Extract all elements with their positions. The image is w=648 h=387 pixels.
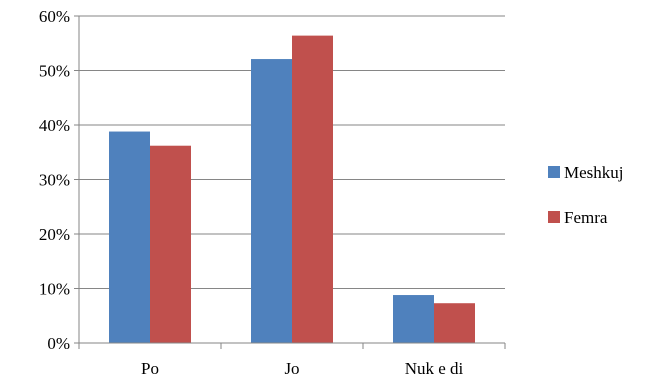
x-axis-tick-labels: Po Jo Nuk e di — [141, 359, 464, 378]
legend-swatch-meshkuj — [548, 166, 560, 178]
y-tick-label: 60% — [39, 7, 70, 26]
y-tick-label: 10% — [39, 280, 70, 299]
bar-femra-jo — [292, 35, 333, 344]
y-tick-label: 40% — [39, 116, 70, 135]
y-tick-label: 0% — [47, 334, 70, 353]
bar-femra-po — [150, 145, 191, 343]
bar-meshkuj-nuk-e-di — [393, 295, 434, 343]
legend: Meshkuj Femra — [548, 163, 624, 227]
bar-femra-nuk-e-di — [434, 303, 475, 343]
x-tick-label: Nuk e di — [405, 359, 464, 378]
bar-meshkuj-po — [109, 131, 150, 343]
legend-swatch-femra — [548, 211, 560, 223]
y-tick-label: 50% — [39, 62, 70, 81]
x-tick-label: Po — [141, 359, 159, 378]
legend-label-femra: Femra — [564, 208, 608, 227]
y-tick-label: 30% — [39, 171, 70, 190]
bars — [109, 35, 475, 344]
y-tick-label: 20% — [39, 225, 70, 244]
legend-label-meshkuj: Meshkuj — [564, 163, 624, 182]
y-axis-tick-labels: 0% 10% 20% 30% 40% 50% 60% — [39, 7, 70, 353]
x-tick-label: Jo — [284, 359, 299, 378]
axes — [74, 15, 506, 349]
bar-meshkuj-jo — [251, 59, 292, 344]
